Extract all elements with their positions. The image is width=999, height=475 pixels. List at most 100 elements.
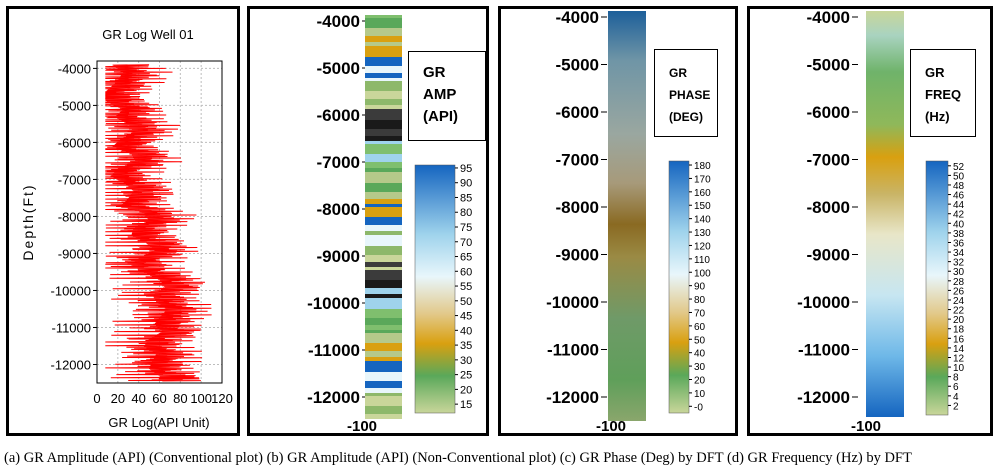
colorbar-tick-label: 80: [460, 207, 472, 219]
amplitude-band: [365, 42, 402, 46]
y-tick-label: -6000: [807, 103, 850, 122]
amplitude-band: [365, 204, 402, 207]
x-tick-label: 20: [111, 391, 125, 406]
amplitude-band: [365, 217, 402, 225]
colorbar-tick-label: 30: [953, 267, 965, 278]
amplitude-band: [365, 73, 402, 78]
amplitude-band: [365, 270, 402, 280]
colorbar-tick-label: 50: [953, 171, 965, 182]
amplitude-band: [365, 231, 402, 235]
y-tick-label: -12000: [307, 388, 360, 407]
amplitude-band: [365, 81, 402, 91]
amplitude-band: [365, 372, 402, 381]
y-tick-label: -8000: [807, 198, 850, 217]
colorbar-tick-label: 48: [953, 181, 965, 192]
colorbar-tick-label: 30: [694, 362, 706, 373]
amplitude-band: [365, 255, 402, 262]
frequency-colorbar: [925, 160, 949, 416]
colorbar-tick-label: 28: [953, 277, 965, 288]
colorbar-tick-label: 160: [694, 188, 711, 199]
chart-title: GR Log Well 01: [102, 27, 194, 42]
amplitude-band: [365, 381, 402, 388]
amplitude-band: [365, 288, 402, 294]
colorbar-tick-label: 75: [460, 222, 472, 234]
panel-gr-frequency: -4000 -5000 -6000 -7000 -8000 -9000 -10000 -110…: [747, 6, 993, 436]
colorbar-tick-label: 46: [953, 191, 965, 202]
amplitude-band: [365, 294, 402, 298]
y-tick-label: -6000: [317, 106, 360, 125]
x-tick-label: -100: [347, 418, 377, 433]
colorbar-tick-label: 14: [953, 344, 965, 355]
y-tick-label: -7000: [556, 151, 599, 170]
amplitude-band: [365, 406, 402, 414]
amplitude-band: [365, 172, 402, 183]
amplitude-band: [365, 361, 402, 372]
amplitude-band: [365, 280, 402, 288]
colorbar-tick-label: 20: [460, 384, 472, 396]
colorbar-tick-label: 38: [953, 229, 965, 240]
colorbar-tick-label: 10: [694, 389, 706, 400]
legend-line-1: GR: [669, 66, 687, 80]
y-tick-label: -5000: [556, 56, 599, 75]
y-tick-label: -8000: [556, 198, 599, 217]
colorbar-tick-label: 85: [460, 192, 472, 204]
y-axis-label: Depth(Ft): [20, 183, 36, 260]
amplitude-band: [365, 199, 402, 204]
x-tick-label: 40: [131, 391, 145, 406]
amplitude-band: [365, 66, 402, 73]
amplitude-band: [365, 129, 402, 136]
amplitude-band: [365, 36, 402, 42]
amplitude-band: [365, 192, 402, 199]
y-tick-label: -11000: [547, 341, 599, 360]
amplitude-band: [365, 141, 402, 144]
colorbar-tick-label: 40: [953, 219, 965, 230]
amplitude-band: [365, 267, 402, 270]
amplitude-band: [365, 298, 402, 309]
y-tick-label: -9000: [317, 247, 360, 266]
gr-frequency-chart: -4000 -5000 -6000 -7000 -8000 -9000 -10000 -110…: [797, 9, 965, 433]
y-tick-label: -10000: [51, 283, 91, 298]
x-tick-label: -100: [851, 418, 881, 433]
x-tick-label: 100: [190, 391, 212, 406]
colorbar-tick-label: -0: [694, 402, 703, 413]
colorbar-tick-label: 35: [460, 340, 472, 352]
y-tick-label: -10000: [797, 293, 850, 312]
amplitude-band: [365, 351, 402, 357]
colorbar-tick-label: 90: [694, 282, 706, 293]
colorbar-tick-label: 60: [694, 322, 706, 333]
colorbar-tick-label: 4: [953, 392, 959, 403]
legend-line-1: GR: [925, 65, 945, 80]
colorbar-tick-label: 36: [953, 238, 965, 249]
amplitude-band: [365, 154, 402, 162]
colorbar-tick-label: 95: [460, 163, 472, 175]
colorbar-tick-label: 70: [694, 308, 706, 319]
legend-line-1: GR: [423, 64, 446, 81]
y-tick-label: -5000: [807, 56, 850, 75]
y-tick-label: -9000: [58, 246, 91, 261]
colorbar-tick-label: 90: [460, 178, 472, 190]
y-tick-label: -4000: [556, 9, 599, 27]
colorbar-tick-label: 65: [460, 252, 472, 264]
colorbar-tick-label: 44: [953, 200, 965, 211]
legend-line-2: PHASE: [669, 88, 711, 102]
phase-column: [608, 11, 646, 421]
y-tick-label: -4000: [317, 12, 360, 31]
legend-gr-freq: GR FREQ (Hz): [910, 49, 976, 137]
amplitude-band: [365, 91, 402, 99]
gr-line-chart: GR Log Well 01 -4000 -5000 -6000 -7000 -8000 -…: [20, 27, 233, 430]
colorbar-tick-label: 55: [460, 281, 472, 293]
amplitude-band: [365, 57, 402, 66]
x-tick-label: 120: [211, 391, 233, 406]
colorbar-tick-label: 42: [953, 210, 965, 221]
amplitude-band: [365, 120, 402, 129]
colorbar-tick-label: 15: [460, 399, 472, 411]
colorbar-tick-label: 50: [694, 335, 706, 346]
y-tick-label: -6000: [58, 135, 91, 150]
amplitude-band: [365, 330, 402, 333]
y-tick-label: -11000: [798, 341, 850, 360]
colorbar-tick-label: 2: [953, 401, 959, 412]
amplitude-band: [365, 46, 402, 57]
colorbar-tick-label: 40: [460, 325, 472, 337]
amplitude-band: [365, 246, 402, 255]
colorbar-tick-label: 10: [953, 363, 965, 374]
